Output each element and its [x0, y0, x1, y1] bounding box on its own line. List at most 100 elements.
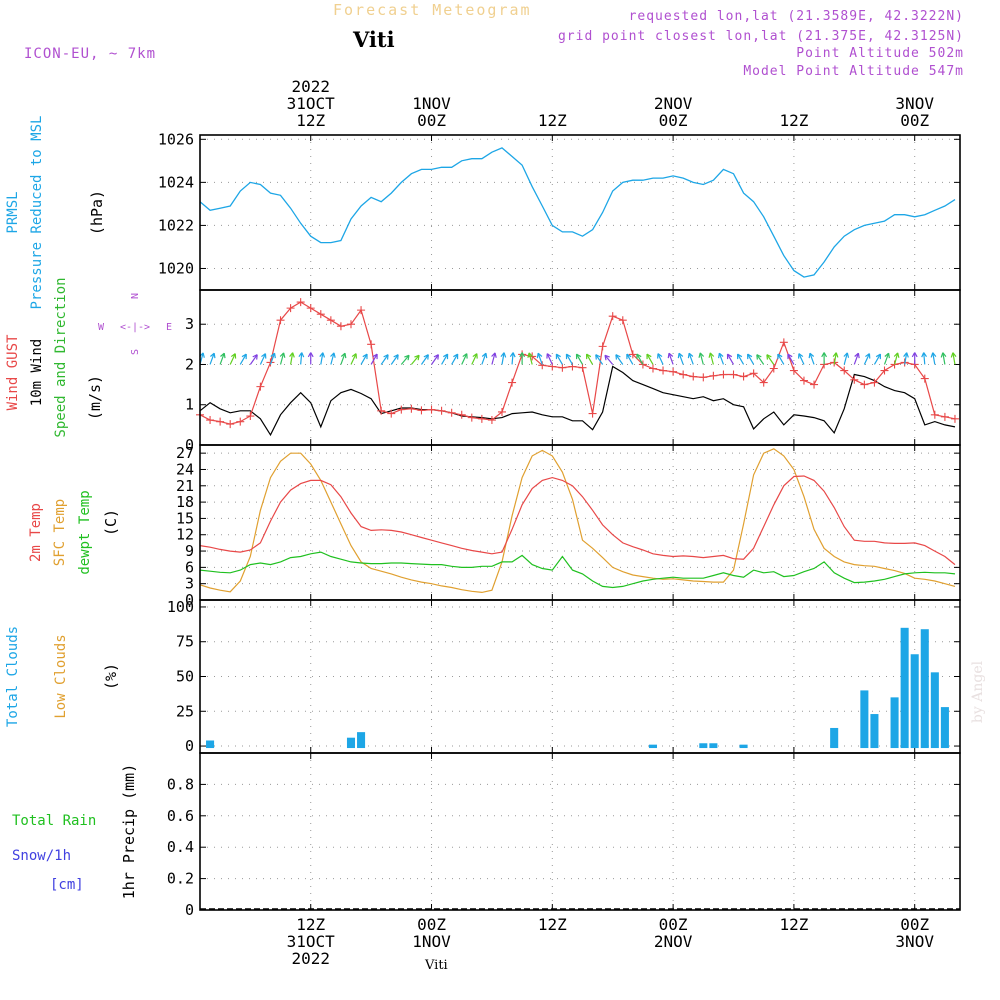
wind-gust-marker — [216, 417, 225, 426]
dewpt-temp-line — [199, 551, 956, 589]
time-label-top: 00Z — [900, 111, 929, 130]
time-label-top: 12Z — [538, 111, 567, 130]
wind-gust-marker — [920, 374, 929, 383]
time-label-bottom: 2NOV — [654, 932, 693, 951]
wind-direction-arrow — [787, 353, 795, 365]
wind-direction-arrowhead — [747, 353, 753, 360]
snow-unit-legend: [cm] — [50, 877, 84, 893]
temp-unit: (C) — [102, 509, 120, 536]
wind-direction-arrowhead — [565, 353, 572, 360]
wind-gust-marker — [427, 405, 436, 414]
temperature-ytick-label: 6 — [185, 558, 194, 576]
wind-direction-arrowhead — [657, 353, 663, 359]
wind-gust-marker — [618, 316, 627, 325]
wind-direction-arrowhead — [843, 352, 850, 358]
wind-gust-marker — [779, 338, 788, 347]
pressure-ytick-label: 1026 — [158, 130, 194, 148]
wind-direction-arrow — [461, 353, 468, 365]
cloud-bar — [709, 743, 718, 749]
wind-direction-arrowhead — [330, 352, 336, 358]
wind-direction-arrow — [511, 352, 514, 365]
wind-direction-arrowhead — [575, 353, 582, 360]
wind-direction-arrow — [883, 352, 890, 365]
wind-gust-marker — [367, 340, 376, 349]
wind-direction-arrow — [565, 353, 573, 365]
wind-direction-arrowhead — [433, 354, 440, 360]
wind-direction-arrowhead — [423, 354, 429, 360]
wind-direction-arrowhead — [677, 352, 684, 359]
precip-ytick-label: 0.8 — [167, 775, 194, 793]
wind-gust-marker — [940, 412, 949, 421]
wind-direction-arrowhead — [555, 353, 561, 360]
wind-direction-arrowhead — [252, 354, 258, 360]
wind-direction-arrowhead — [536, 352, 543, 359]
wind-gust-marker — [648, 364, 657, 373]
wind-direction-arrowhead — [500, 352, 507, 358]
wind-gust-marker — [840, 366, 849, 375]
wind-direction-arrowhead — [717, 352, 724, 359]
wind-direction-arrowhead — [279, 352, 286, 358]
wind-direction-arrowhead — [404, 354, 410, 361]
wind-direction-arrowhead — [797, 353, 804, 359]
cloud-bar — [830, 727, 839, 749]
wind-direction-arrow — [546, 353, 553, 365]
wind-gust-marker — [457, 410, 466, 419]
wind-gust-marker — [659, 366, 668, 375]
wind-direction-arrowhead — [854, 352, 860, 359]
wind-gust-marker — [306, 304, 315, 313]
time-label-top: 2022 — [291, 77, 330, 96]
wind-direction-arrowhead — [766, 354, 772, 360]
wind-direction-arrowhead — [821, 352, 828, 358]
wind-direction-arrowhead — [210, 352, 216, 359]
wind-direction-arrowhead — [808, 352, 815, 359]
clouds-grid: 0 25 50 75 100 — [167, 598, 960, 755]
wind-gust-marker — [759, 378, 768, 387]
wind-direction-arrow — [575, 353, 584, 365]
wind-direction-arrow — [595, 354, 604, 365]
wind-gust-marker — [437, 406, 446, 415]
precip-ytick-label: 0.4 — [167, 838, 194, 856]
wind-gust-marker — [508, 378, 517, 387]
wind-gust-marker — [477, 414, 486, 423]
wind-direction-arrow — [410, 354, 420, 365]
wind-direction-arrow — [904, 352, 908, 365]
wind-direction-arrowhead — [351, 353, 357, 359]
wind-direction-arrow — [678, 352, 684, 365]
wind-direction-arrowhead — [319, 352, 326, 358]
wind-direction-arrow — [923, 352, 926, 365]
wind-direction-arrowhead — [604, 354, 610, 361]
compass-s: S — [130, 349, 141, 355]
place-name: Viti — [353, 27, 395, 52]
wind-gust-marker — [357, 306, 366, 315]
wind-gust-marker — [950, 414, 959, 423]
wind-gust-marker — [346, 320, 355, 329]
wind-direction-arrow — [809, 352, 815, 365]
wind-gust-marker — [810, 380, 819, 389]
wind-direction-arrowhead — [527, 352, 533, 358]
wind-direction-arrow — [471, 353, 478, 365]
wind-compass: N W <-|-> E S — [98, 293, 172, 355]
wind-direction-arrow — [320, 352, 324, 365]
wind-direction-arrow — [604, 354, 614, 365]
wind-direction-arrowhead — [585, 353, 592, 360]
wind-gust-marker — [447, 408, 456, 417]
wind-unit: (m/s) — [86, 375, 104, 420]
clouds-ytick-label: 0 — [185, 737, 194, 755]
pressure-unit: (hPa) — [88, 190, 106, 235]
wind-gust-marker — [236, 417, 245, 426]
wind-direction-arrowhead — [519, 352, 526, 358]
temperature-ytick-label: 0 — [185, 591, 194, 609]
wind-gust-marker — [850, 375, 859, 384]
sfc-temp-line — [199, 448, 956, 594]
temperature-ytick-label: 9 — [185, 542, 194, 560]
wind-direction-arrowhead — [667, 352, 674, 359]
wind-gust-marker — [256, 382, 265, 391]
wind-direction-arrowhead — [393, 354, 399, 360]
clouds-bars — [206, 627, 949, 749]
meteogram-title: Forecast Meteogram — [333, 1, 532, 19]
wind-direction-arrowhead — [708, 352, 715, 358]
wind-gust-marker — [407, 404, 416, 413]
time-label-bottom: 31OCT — [287, 932, 336, 951]
wind-gust-marker — [538, 361, 547, 370]
wind-direction-arrow — [668, 352, 674, 365]
